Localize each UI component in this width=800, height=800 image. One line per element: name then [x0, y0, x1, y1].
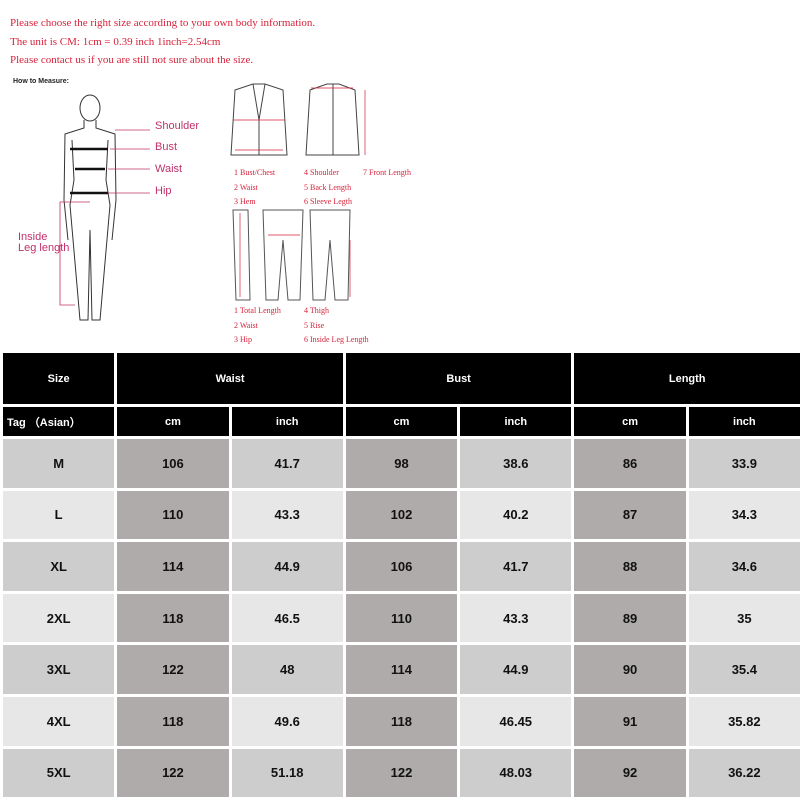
cell-size: L: [3, 490, 115, 540]
cell-bust-inch: 43.3: [460, 593, 572, 643]
cell-bust-inch: 38.6: [460, 439, 572, 488]
subheader-bust-cm: cm: [345, 407, 458, 436]
cell-bust-cm: 98: [345, 439, 458, 488]
body-figure-illustration: [59, 94, 150, 321]
jacket-legend-2: 2 Waist: [234, 183, 258, 192]
cell-waist-inch: 51.18: [231, 748, 343, 798]
cell-waist-cm: 106: [117, 439, 229, 488]
cell-waist-inch: 43.3: [231, 490, 343, 540]
pants-legend-1: 1 Total Length: [234, 306, 281, 315]
cell-size: M: [3, 439, 115, 488]
cell-bust-cm: 118: [345, 696, 458, 746]
cell-length-inch: 35: [688, 593, 800, 643]
cell-length-inch: 34.3: [688, 490, 800, 540]
jacket-legend-6: 6 Sleeve Legth: [304, 197, 352, 206]
cell-waist-inch: 44.9: [231, 542, 343, 591]
cell-waist-inch: 48: [231, 645, 343, 694]
cell-size: 4XL: [3, 696, 115, 746]
pants-illustration: [232, 209, 351, 301]
cell-length-inch: 35.4: [688, 645, 800, 694]
cell-waist-cm: 110: [117, 490, 229, 540]
label-bust: Bust: [155, 141, 178, 153]
header-size: Size: [3, 353, 115, 404]
cell-size: 3XL: [3, 645, 115, 694]
note-size-advice: Please choose the right size according t…: [10, 17, 316, 29]
jacket-legend-3: 3 Hem: [234, 197, 256, 206]
cell-bust-inch: 41.7: [460, 542, 572, 591]
cell-waist-cm: 118: [117, 593, 229, 643]
cell-waist-cm: 122: [117, 645, 229, 694]
cell-waist-cm: 118: [117, 696, 229, 746]
jacket-legend-5: 5 Back Length: [304, 183, 352, 192]
cell-bust-cm: 122: [345, 748, 458, 798]
cell-bust-cm: 106: [345, 542, 458, 591]
cell-size: 5XL: [3, 748, 115, 798]
how-to-measure-heading: How to Measure:: [13, 78, 70, 85]
jacket-legend-7: 7 Front Length: [363, 168, 411, 177]
cell-bust-cm: 110: [345, 593, 458, 643]
cell-waist-inch: 46.5: [231, 593, 343, 643]
subheader-bust-inch: inch: [460, 407, 572, 436]
header-length: Length: [574, 353, 800, 404]
note-unit-conversion: The unit is CM: 1cm = 0.39 inch 1inch=2.…: [10, 36, 221, 48]
pants-legend-4: 4 Thigh: [304, 306, 329, 315]
cell-length-inch: 34.6: [688, 542, 800, 591]
cell-size: 2XL: [3, 593, 115, 643]
cell-waist-cm: 122: [117, 748, 229, 798]
subheader-waist-cm: cm: [117, 407, 229, 436]
header-waist: Waist: [117, 353, 343, 404]
subheader-length-inch: inch: [688, 407, 800, 436]
subheader-waist-inch: inch: [231, 407, 343, 436]
cell-length-cm: 87: [574, 490, 686, 540]
pants-legend-6: 6 Inside Leg Length: [304, 335, 369, 344]
cell-length-inch: 35.82: [688, 696, 800, 746]
cell-length-cm: 88: [574, 542, 686, 591]
jacket-legend-1: 1 Bust/Chest: [234, 168, 276, 177]
header-bust: Bust: [345, 353, 572, 404]
cell-length-inch: 33.9: [688, 439, 800, 488]
label-shoulder: Shoulder: [155, 120, 200, 132]
subheader-length-cm: cm: [574, 407, 686, 436]
cell-length-cm: 90: [574, 645, 686, 694]
cell-bust-cm: 114: [345, 645, 458, 694]
cell-length-cm: 91: [574, 696, 686, 746]
cell-length-cm: 86: [574, 439, 686, 488]
label-inside-leg-1: Inside: [18, 231, 48, 243]
subheader-tag: Tag （Asian）: [3, 407, 115, 436]
pants-legend-2: 2 Waist: [234, 321, 258, 330]
cell-length-cm: 89: [574, 593, 686, 643]
label-waist: Waist: [155, 163, 183, 175]
cell-bust-inch: 46.45: [460, 696, 572, 746]
note-contact: Please contact us if you are still not s…: [10, 54, 254, 66]
cell-waist-inch: 41.7: [231, 439, 343, 488]
size-chart-table: Size Waist Bust Length Tag （Asian） cm in…: [3, 353, 800, 798]
pants-legend-3: 3 Hip: [234, 335, 252, 344]
cell-bust-inch: 48.03: [460, 748, 572, 798]
jacket-illustration: [230, 83, 366, 156]
cell-bust-inch: 44.9: [460, 645, 572, 694]
pants-legend-5: 5 Rise: [304, 321, 325, 330]
cell-bust-cm: 102: [345, 490, 458, 540]
cell-bust-inch: 40.2: [460, 490, 572, 540]
jacket-legend-4: 4 Shoulder: [304, 168, 339, 177]
cell-waist-cm: 114: [117, 542, 229, 591]
label-hip: Hip: [155, 185, 172, 197]
cell-size: XL: [3, 542, 115, 591]
cell-waist-inch: 49.6: [231, 696, 343, 746]
cell-length-cm: 92: [574, 748, 686, 798]
cell-length-inch: 36.22: [688, 748, 800, 798]
label-inside-leg-2: Leg length: [18, 242, 70, 254]
